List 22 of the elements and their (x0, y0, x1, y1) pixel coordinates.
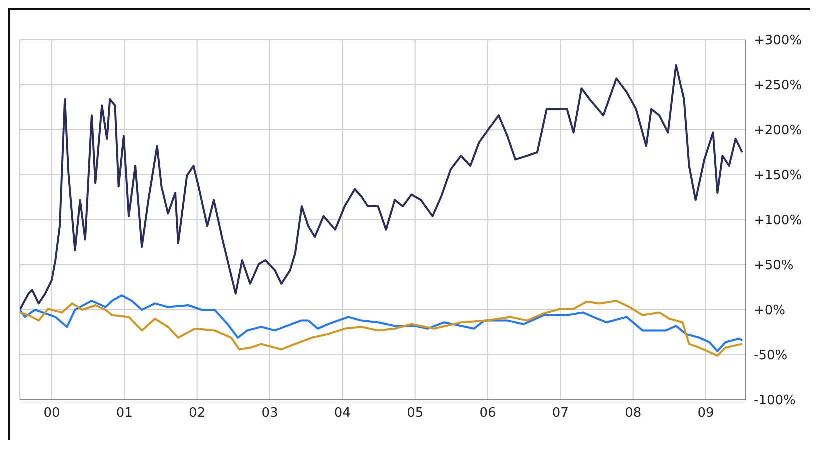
y-tick-label: +150% (754, 168, 802, 184)
y-tick-label: +250% (754, 78, 802, 94)
x-tick-label: 01 (116, 406, 133, 422)
y-tick-label: +50% (754, 258, 794, 274)
line-series (20, 294, 744, 352)
y-tick-label: -100% (754, 394, 796, 409)
x-tick-label: 09 (698, 406, 714, 422)
x-tick-label: 08 (625, 406, 642, 422)
x-tick-label: 00 (44, 406, 60, 422)
x-tick-label: 02 (189, 406, 206, 422)
y-tick-label: -50% (754, 348, 788, 364)
x-tick-label: 05 (407, 406, 424, 422)
x-tick-label: 03 (262, 406, 278, 422)
x-tick-label: 04 (334, 406, 351, 422)
y-tick-label: +0% (754, 304, 786, 319)
line-series (20, 64, 744, 311)
x-tick-label: 06 (480, 406, 496, 422)
line-series (20, 300, 744, 357)
y-tick-label: +200% (754, 124, 802, 139)
y-tick-label: +100% (754, 214, 802, 229)
y-tick-label: +300% (754, 34, 802, 49)
x-tick-label: 07 (552, 406, 569, 422)
